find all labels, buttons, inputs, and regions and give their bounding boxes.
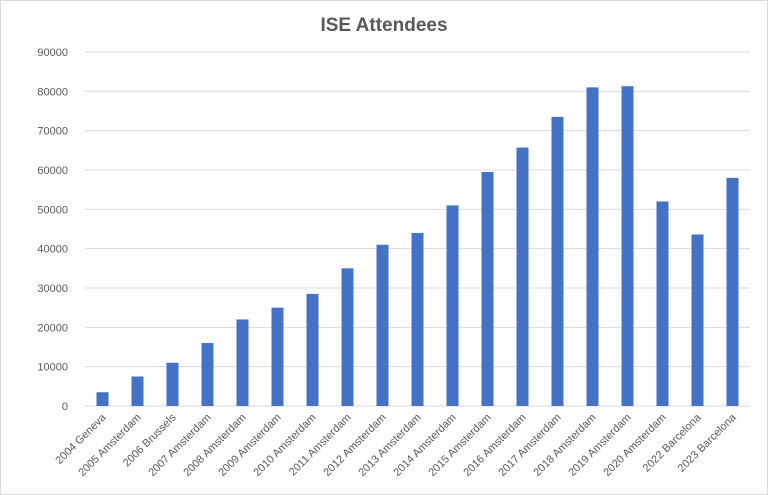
x-tick-label: 2015 Amsterdam [426, 412, 493, 479]
y-tick-label: 50000 [37, 204, 68, 216]
bar [621, 86, 634, 406]
y-tick-label: 20000 [37, 322, 68, 334]
bar [586, 87, 599, 407]
bar [411, 232, 424, 406]
x-tick-label: 2016 Amsterdam [461, 412, 528, 479]
bars [96, 86, 739, 407]
x-tick-label: 2017 Amsterdam [496, 412, 563, 479]
bar [726, 177, 739, 406]
bar [656, 201, 669, 406]
bar [201, 343, 214, 406]
y-tick-label: 90000 [37, 47, 68, 59]
x-tick-label: 2011 Amsterdam [287, 412, 354, 479]
y-axis: 0 10000 20000 30000 40000 50000 60000 70000 8000… [37, 47, 68, 413]
bar [516, 147, 529, 406]
bar [131, 376, 144, 406]
x-tick-label: 2020 Amsterdam [601, 412, 668, 479]
bar [96, 392, 109, 406]
y-tick-label: 30000 [37, 283, 68, 295]
bar [341, 268, 354, 406]
y-tick-label: 80000 [37, 86, 68, 98]
y-tick-label: 0 [62, 401, 68, 413]
y-tick-label: 40000 [37, 244, 68, 256]
gridlines [85, 51, 750, 407]
chart-title: ISE Attendees [320, 15, 447, 36]
x-tick-label: 2018 Amsterdam [531, 412, 598, 479]
bar [446, 205, 459, 406]
x-tick-label: 2014 Amsterdam [391, 412, 458, 479]
bar [551, 116, 564, 407]
x-tick-label: 2009 Amsterdam [216, 412, 283, 479]
x-tick-label: 2013 Amsterdam [356, 412, 423, 479]
bar [271, 307, 284, 406]
bar [236, 319, 249, 406]
bar [166, 362, 179, 406]
x-tick-label: 2007 Amsterdam [146, 412, 213, 479]
y-tick-label: 60000 [37, 165, 68, 177]
x-tick-label: 2012 Amsterdam [321, 412, 388, 479]
x-tick-label: 2010 Amsterdam [251, 412, 318, 479]
bar [691, 234, 704, 406]
y-tick-label: 70000 [37, 126, 68, 138]
x-tick-label: 2008 Amsterdam [181, 412, 248, 479]
x-tick-label: 2019 Amsterdam [566, 412, 633, 479]
y-tick-label: 10000 [37, 362, 68, 374]
x-tick-label: 2005 Amsterdam [76, 412, 143, 479]
bar [306, 293, 319, 406]
bar [376, 244, 389, 406]
bar [481, 171, 494, 406]
